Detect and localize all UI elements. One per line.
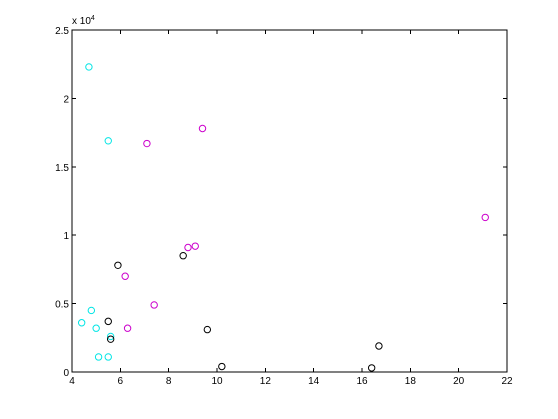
x-tick-label: 22 <box>501 376 513 387</box>
x-tick-label: 20 <box>453 376 465 387</box>
series-1 <box>121 124 489 332</box>
x-tick-label: 4 <box>69 376 75 387</box>
data-point <box>77 319 86 327</box>
data-point <box>191 242 199 250</box>
data-point <box>106 332 115 341</box>
data-point <box>92 324 100 332</box>
x-tick-label: 6 <box>118 376 124 387</box>
y-axis-exponent-label: x 104 <box>72 15 95 27</box>
data-point <box>104 353 112 361</box>
plot-frame <box>71 29 508 373</box>
data-point <box>218 362 226 371</box>
y-tick-label: 1 <box>63 231 69 242</box>
x-tick-label: 18 <box>405 376 417 387</box>
data-point <box>198 124 207 133</box>
y-axis-exponent-base: x 10 <box>72 16 91 27</box>
axes <box>71 29 508 373</box>
data-point <box>114 261 122 269</box>
y-tick-label: 0.5 <box>55 300 69 311</box>
y-axis-exponent-power: 4 <box>91 15 95 22</box>
y-tick-label: 2.5 <box>55 26 69 37</box>
series-2 <box>104 252 383 372</box>
x-tick-label: 8 <box>166 376 172 387</box>
series-0 <box>77 63 115 361</box>
data-point <box>106 335 115 343</box>
data-point <box>150 301 158 309</box>
y-tick-label: 2 <box>63 94 69 105</box>
data-point <box>179 252 187 260</box>
data-point <box>184 243 192 252</box>
data-point <box>203 325 212 334</box>
data-points <box>77 63 489 372</box>
data-point <box>104 137 112 145</box>
y-tick-label: 0 <box>63 368 69 379</box>
data-point <box>123 324 132 332</box>
data-point <box>87 306 96 315</box>
y-axis-ticks: 0 0.5 1 1.5 2 2.5 <box>55 26 507 379</box>
x-tick-label: 16 <box>356 376 368 387</box>
data-point <box>94 353 103 361</box>
data-point <box>121 272 129 280</box>
data-point <box>85 63 93 71</box>
x-tick-label: 12 <box>260 376 272 387</box>
data-point <box>481 213 489 222</box>
x-tick-label: 14 <box>308 376 320 387</box>
data-point <box>143 139 151 148</box>
data-point <box>367 364 376 372</box>
y-tick-label: 1.5 <box>55 163 69 174</box>
data-point <box>375 342 383 350</box>
data-point <box>104 317 112 326</box>
x-axis-ticks: 4 6 8 10 12 14 16 18 20 22 <box>69 30 513 387</box>
x-tick-label: 10 <box>211 376 223 387</box>
